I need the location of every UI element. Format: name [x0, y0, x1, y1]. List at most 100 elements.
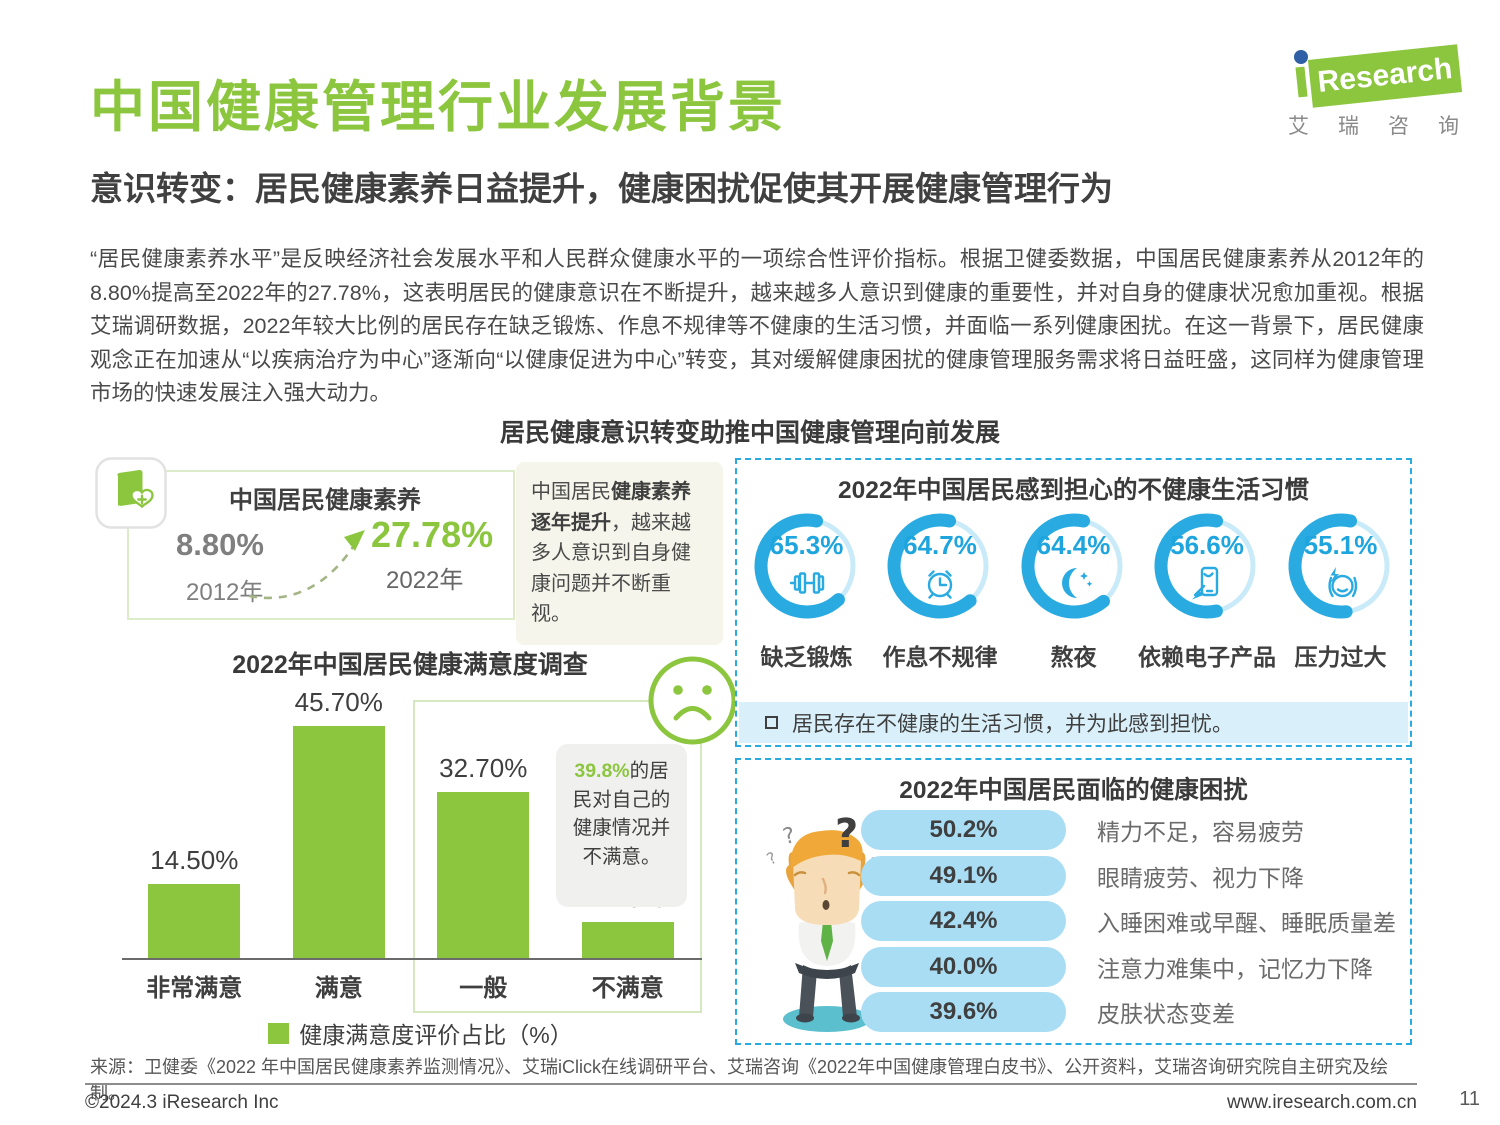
x-axis-category-label: 不满意: [591, 975, 664, 1002]
chart-legend: 健康满意度评价占比（%）: [113, 1016, 728, 1050]
habit-ring-svg: [1288, 513, 1389, 619]
literacy-note-suffix: ，越来越多人意识到自身健康问题并不断重视。: [531, 511, 691, 626]
habit-ring-inner: 65.3%: [749, 508, 865, 624]
habit-ring-chart: 55.1%: [1283, 508, 1399, 624]
satisfaction-bar: [437, 792, 530, 958]
habit-ring-label: 压力过大: [1294, 644, 1387, 670]
habit-ring-value: 65.3%: [769, 529, 844, 560]
literacy-note-prefix: 中国居民: [531, 481, 611, 503]
habit-ring-label: 缺乏锻炼: [760, 644, 853, 670]
trouble-percent-pill: 39.6%: [861, 992, 1066, 1032]
intro-paragraph: “居民健康素养水平”是反映经济社会发展水平和人民群众健康水平的一项综合性评价指标…: [90, 247, 1424, 405]
legend-label: 健康满意度评价占比（%）: [299, 1022, 573, 1048]
habit-ring: 55.1% 压力过大: [1275, 508, 1407, 672]
habit-ring-inner: 64.7%: [882, 508, 998, 624]
x-axis-line: [122, 958, 702, 960]
source-note: 来源：卫健委《2022 年中国居民健康素养监测情况》、艾瑞iClick在线调研平…: [90, 1057, 1389, 1103]
trouble-row: 50.2% 精力不足，容易疲劳: [861, 810, 1409, 850]
logo-banner: Research: [1307, 44, 1463, 108]
literacy-card-title: 中国居民健康素养: [229, 487, 421, 514]
satisfaction-bar-column: 45.70%: [267, 687, 412, 958]
logo-i-dot-icon: [1294, 50, 1308, 64]
trouble-percent-pill: 50.2%: [861, 810, 1066, 850]
satisfaction-bar: [148, 884, 241, 958]
trouble-row: 40.0% 注意力难集中，记忆力下降: [861, 946, 1409, 987]
trouble-percent-pill: 40.0%: [861, 946, 1066, 987]
habit-ring-value: 55.1%: [1303, 529, 1378, 560]
trouble-label: 皮肤状态变差: [1097, 1001, 1235, 1027]
logo-wordmark: Research: [1316, 52, 1454, 99]
section-title: 居民健康意识转变助推中国健康管理向前发展: [499, 419, 1000, 447]
habit-ring: 65.3% 缺乏锻炼: [741, 508, 873, 672]
dumbbell-icon: [787, 563, 827, 603]
habit-ring-svg: [1021, 513, 1122, 619]
stress-head-icon: [1321, 563, 1361, 603]
satisfaction-bar-column: 32.70%: [411, 753, 556, 958]
habit-ring-label: 作息不规律: [882, 644, 998, 670]
literacy-2012-year: 2012年: [186, 579, 264, 606]
trouble-label: 注意力难集中，记忆力下降: [1097, 955, 1373, 982]
habit-ring: 56.6% 依赖电子产品: [1138, 508, 1276, 672]
health-book-icon: [95, 457, 167, 529]
page-number: 11: [1459, 1088, 1480, 1110]
trouble-label: 眼睛疲劳、视力下降: [1097, 864, 1304, 891]
satisfaction-x-axis: 非常满意 满意 一般 不满意: [122, 968, 700, 1003]
page-title: 中国健康管理行业发展背景: [90, 76, 787, 138]
trouble-label: 入睡困难或早醒、睡眠质量差: [1097, 910, 1396, 936]
habit-ring-chart: 64.4%: [1016, 508, 1132, 624]
literacy-2022-value: 27.78%: [371, 514, 494, 555]
sad-face-icon: [646, 654, 739, 747]
iresearch-logo: Research 艾瑞咨询: [1280, 40, 1470, 138]
footer-copyright: ©2024.3 iResearch Inc: [85, 1092, 279, 1113]
habit-ring-svg: [887, 513, 989, 619]
habit-ring: 64.7% 作息不规律: [874, 508, 1006, 672]
footer-website: www.iresearch.com.cn: [1226, 1092, 1417, 1113]
habit-ring-chart: 64.7%: [882, 508, 998, 624]
habit-ring-label: 依赖电子产品: [1138, 644, 1276, 670]
trouble-bars: 50.2% 精力不足，容易疲劳 49.1% 眼睛疲劳、视力下降 42.4% 入睡困难或早醒…: [861, 810, 1409, 1038]
literacy-2012-value: 8.80%: [176, 527, 264, 562]
habit-ring-label: 熬夜: [1050, 644, 1097, 670]
literacy-note-bold: 健康素养逐年提升: [531, 481, 691, 534]
alarm-clock-icon: [920, 563, 960, 603]
literacy-2022-year: 2022年: [386, 567, 464, 594]
habit-ring-value: 64.4%: [1036, 529, 1111, 560]
x-axis-category-label: 满意: [314, 975, 363, 1002]
habit-ring-svg: [1154, 513, 1256, 619]
troubles-panel-title: 2022年中国居民面临的健康困扰: [899, 777, 1248, 804]
trouble-label: 精力不足，容易疲劳: [1097, 819, 1304, 845]
satisfaction-bar: [581, 922, 674, 958]
habit-ring-inner: 64.4%: [1016, 508, 1132, 624]
svg-text:?: ?: [835, 813, 858, 857]
growth-arrow-icon: [243, 520, 373, 605]
logo-i-stem-icon: [1295, 66, 1308, 98]
phone-touch-icon: [1187, 563, 1227, 603]
trouble-percent-pill: 42.4%: [861, 901, 1066, 941]
trouble-row: 49.1% 眼睛疲劳、视力下降: [861, 855, 1409, 896]
health-troubles-panel: 2022年中国居民面临的健康困扰 ? ? ?: [735, 758, 1412, 1045]
dissatisfaction-annotation: 39.8%的居民对自己的健康情况并不满意。: [556, 744, 687, 907]
x-axis-category-label: 非常满意: [146, 975, 243, 1002]
health-literacy-card: [127, 470, 515, 620]
page-subtitle: 意识转变：居民健康素养日益提升，健康困扰促使其开展健康管理行为: [90, 170, 1113, 207]
bar-value-label: 14.50%: [150, 845, 239, 876]
habits-note-bar: 居民存在不健康的生活习惯，并为此感到担忧。: [739, 702, 1408, 743]
habit-ring-inner: 56.6%: [1149, 508, 1265, 624]
svg-text:?: ?: [765, 848, 780, 869]
unhealthy-habits-panel: 2022年中国居民感到担心的不健康生活习惯 65.3% 缺乏锻炼 64.7% 作息不规…: [735, 458, 1412, 747]
logo-chinese-name: 艾瑞咨询: [1288, 115, 1488, 138]
habit-rings-row: 65.3% 缺乏锻炼 64.7% 作息不规律 64.4% 熬夜 56.6% 依赖电子产品 55.…: [739, 508, 1408, 672]
habit-ring-chart: 65.3%: [749, 508, 865, 624]
annotation-text: 的居民对自己的健康情况并不满意。: [572, 760, 671, 868]
bar-value-label: 32.70%: [439, 753, 528, 783]
habits-panel-title: 2022年中国居民感到担心的不健康生活习惯: [837, 477, 1309, 504]
satisfaction-bar: [292, 726, 385, 958]
x-axis-category-label: 一般: [459, 975, 508, 1002]
habit-ring-value: 56.6%: [1170, 529, 1244, 560]
trouble-row: 42.4% 入睡困难或早醒、睡眠质量差: [861, 901, 1409, 941]
trouble-row: 39.6% 皮肤状态变差: [861, 992, 1409, 1032]
habit-ring-value: 64.7%: [903, 529, 977, 560]
habit-ring: 64.4% 熬夜: [1008, 508, 1140, 672]
square-bullet-icon: [765, 716, 778, 729]
habit-ring-chart: 56.6%: [1149, 508, 1265, 624]
